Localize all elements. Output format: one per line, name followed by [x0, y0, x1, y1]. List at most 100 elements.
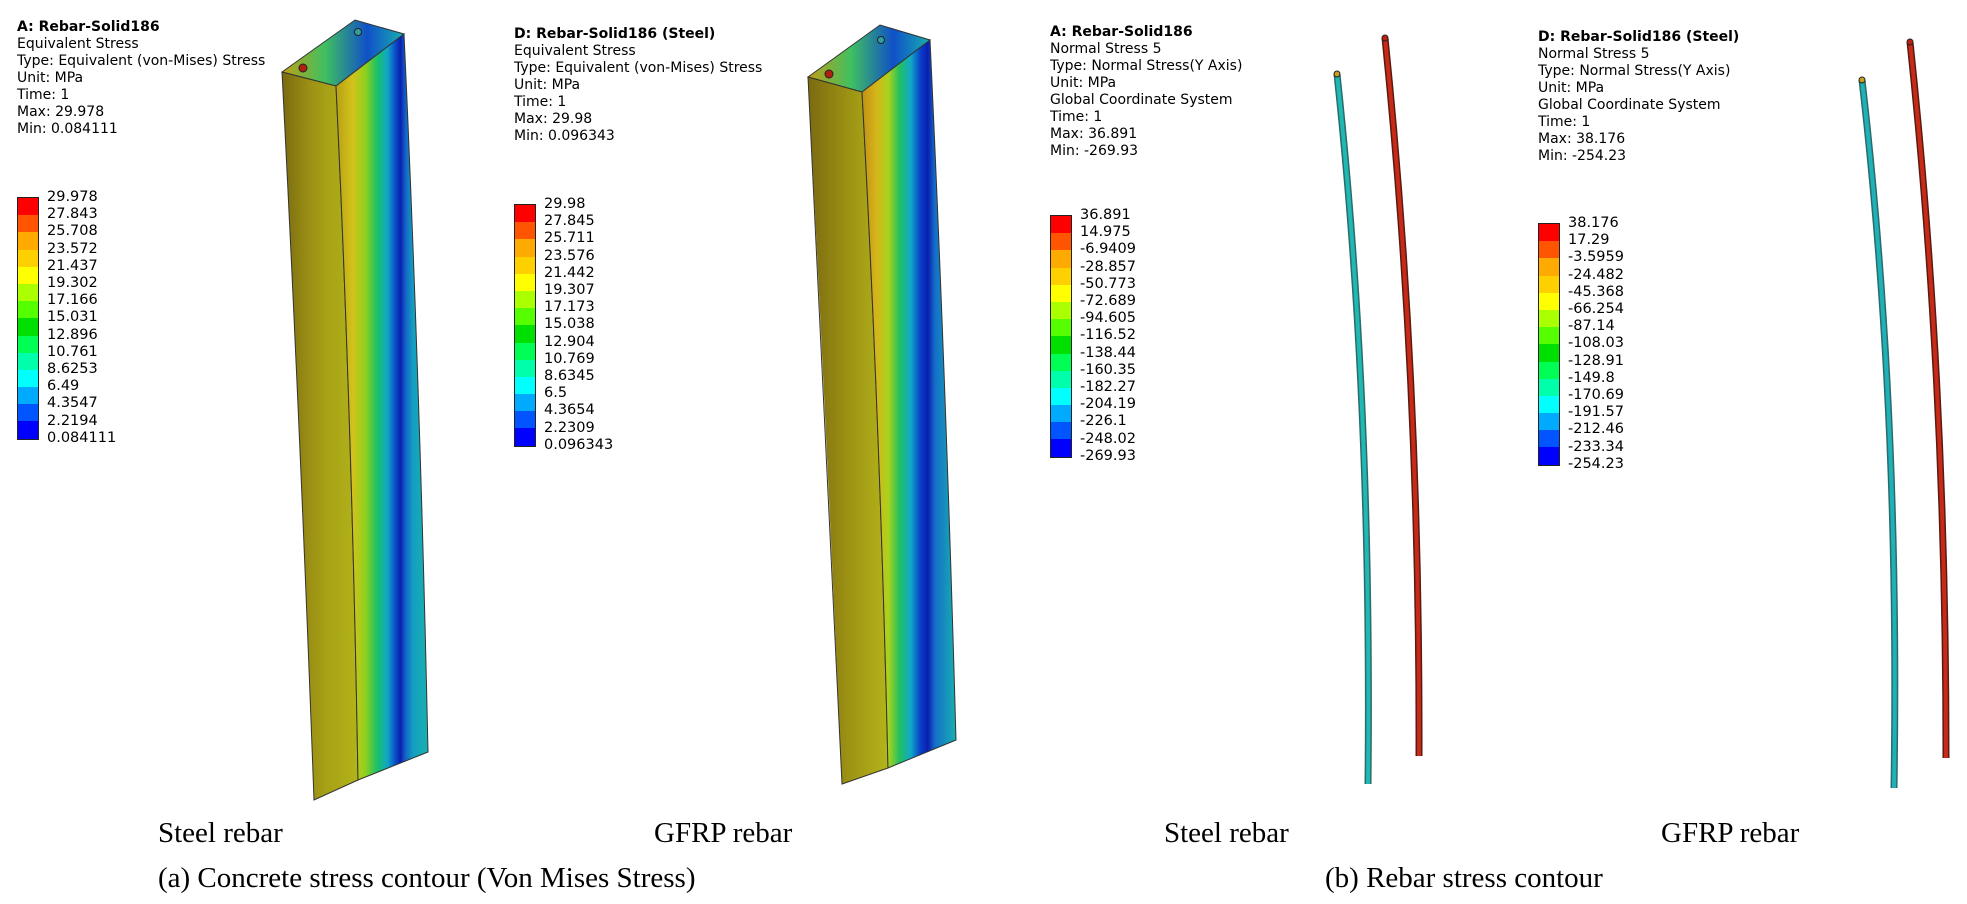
legend-value-label: 17.29 — [1568, 232, 1610, 249]
result-type: Normal Stress 5 — [1050, 41, 1162, 57]
legend-color-swatch — [18, 404, 38, 422]
legend-color-swatch — [1539, 395, 1559, 414]
legend-value-label: -160.35 — [1080, 361, 1136, 378]
legend-value-label: 8.6253 — [47, 361, 98, 377]
panel-a-steel-header: A: Rebar-Solid186 Equivalent Stress Type… — [17, 19, 265, 138]
result-max: Max: 29.978 — [17, 104, 105, 120]
legend-value-label: 29.978 — [47, 189, 98, 205]
legend-value-label: 25.711 — [544, 230, 595, 247]
legend-color-swatch — [18, 421, 38, 439]
legend-value-label: -108.03 — [1568, 335, 1624, 352]
legend-value-label: 4.3547 — [47, 395, 98, 412]
legend-color-swatch — [1539, 275, 1559, 293]
legend-value-label: -128.91 — [1568, 352, 1624, 369]
legend-color-swatch — [515, 376, 535, 395]
legend-value-label: -248.02 — [1080, 430, 1136, 447]
legend-value-label: -269.93 — [1080, 447, 1136, 464]
result-detail: Type: Normal Stress(Y Axis) — [1538, 63, 1731, 79]
legend-color-swatch — [1539, 361, 1559, 379]
legend-color-swatch — [515, 342, 535, 360]
legend-value-label: -28.857 — [1080, 258, 1136, 275]
legend-color-swatch — [18, 318, 38, 336]
legend-value-label: -138.44 — [1080, 344, 1136, 361]
legend-value-label: 6.5 — [544, 385, 568, 402]
result-name: D: Rebar-Solid186 (Steel) — [1538, 29, 1740, 45]
legend-value-label: -170.69 — [1568, 387, 1624, 403]
result-time: Time: 1 — [514, 94, 567, 110]
legend-color-swatch — [515, 256, 535, 274]
result-unit: Unit: MPa — [17, 70, 84, 86]
legend-color-swatch — [1051, 319, 1071, 337]
concrete-column-steel — [280, 19, 429, 801]
legend-value-label: 17.173 — [544, 299, 595, 316]
result-min: Min: 0.096343 — [514, 128, 615, 144]
legend-color-swatch — [1539, 292, 1559, 310]
legend-color-swatch — [1051, 353, 1071, 371]
legend-value-label: 17.166 — [47, 292, 98, 309]
legend-value-label: -233.34 — [1568, 438, 1624, 455]
legend-color-swatch — [1051, 216, 1071, 234]
legend-color-swatch — [515, 325, 535, 343]
legend-color-swatch — [1051, 422, 1071, 440]
result-time: Time: 1 — [1050, 109, 1103, 125]
legend-value-label: -116.52 — [1080, 327, 1136, 344]
legend-color-swatch — [515, 411, 535, 429]
legend-color-swatch — [515, 394, 535, 412]
legend-color-bar — [17, 197, 39, 440]
legend-color-bar — [1050, 215, 1072, 458]
legend-value-label: 21.442 — [544, 264, 595, 281]
legend-color-swatch — [1051, 370, 1071, 388]
result-type: Equivalent Stress — [514, 43, 636, 59]
legend-value-label: 0.084111 — [47, 429, 117, 446]
legend-color-swatch — [1051, 439, 1071, 457]
caption-steel-rebar-a: Steel rebar — [158, 817, 283, 849]
legend-color-swatch — [1051, 336, 1071, 354]
legend-value-label: -191.57 — [1568, 404, 1624, 421]
legend-value-label: 27.845 — [544, 213, 595, 230]
legend-color-bar — [514, 204, 536, 447]
result-time: Time: 1 — [1538, 114, 1591, 130]
result-name: D: Rebar-Solid186 (Steel) — [514, 26, 716, 42]
legend-value-label: 19.307 — [544, 282, 595, 298]
legend-value-label: -6.9409 — [1080, 241, 1136, 258]
legend-value-label: 10.761 — [47, 343, 98, 360]
legend-color-swatch — [1051, 233, 1071, 251]
legend-color-swatch — [1539, 430, 1559, 448]
result-coordinate-system: Global Coordinate System — [1538, 97, 1721, 113]
legend-color-swatch — [1051, 301, 1071, 320]
legend-value-label: -212.46 — [1568, 421, 1624, 438]
legend-color-swatch — [515, 273, 535, 291]
legend-color-swatch — [18, 352, 38, 370]
legend-color-swatch — [18, 283, 38, 302]
legend-color-swatch — [18, 335, 38, 353]
legend-value-label: 23.572 — [47, 240, 98, 257]
result-detail: Type: Normal Stress(Y Axis) — [1050, 58, 1243, 74]
rebars-steel — [1333, 34, 1423, 785]
legend-color-swatch — [18, 266, 38, 284]
legend-color-swatch — [515, 290, 535, 309]
caption-gfrp-rebar-a: GFRP rebar — [654, 817, 793, 849]
legend-value-label: -94.605 — [1080, 310, 1136, 327]
legend-value-label: 38.176 — [1568, 215, 1619, 231]
caption-panel-a: (a) Concrete stress contour (Von Mises S… — [158, 862, 696, 894]
legend-color-swatch — [1539, 327, 1559, 345]
legend-value-label: -87.14 — [1568, 318, 1615, 335]
panel-b-steel-header: A: Rebar-Solid186 Normal Stress 5 Type: … — [1050, 24, 1242, 160]
legend-color-swatch — [515, 239, 535, 257]
legend-color-swatch — [18, 232, 38, 250]
result-coordinate-system: Global Coordinate System — [1050, 92, 1233, 108]
legend-color-swatch — [1051, 387, 1071, 406]
legend-value-label: 2.2309 — [544, 419, 595, 436]
legend-value-label: 36.891 — [1080, 207, 1131, 223]
result-name: A: Rebar-Solid186 — [1050, 24, 1193, 40]
legend-color-swatch — [1051, 267, 1071, 285]
legend-color-swatch — [515, 359, 535, 377]
legend-color-swatch — [1539, 309, 1559, 328]
legend-color-swatch — [18, 369, 38, 388]
caption-panel-b: (b) Rebar stress contour — [1325, 862, 1603, 894]
rebars-gfrp — [1858, 38, 1950, 789]
result-name: A: Rebar-Solid186 — [17, 19, 160, 35]
legend-color-swatch — [515, 222, 535, 240]
concrete-column-gfrp — [806, 24, 957, 785]
result-max: Max: 38.176 — [1538, 131, 1626, 147]
